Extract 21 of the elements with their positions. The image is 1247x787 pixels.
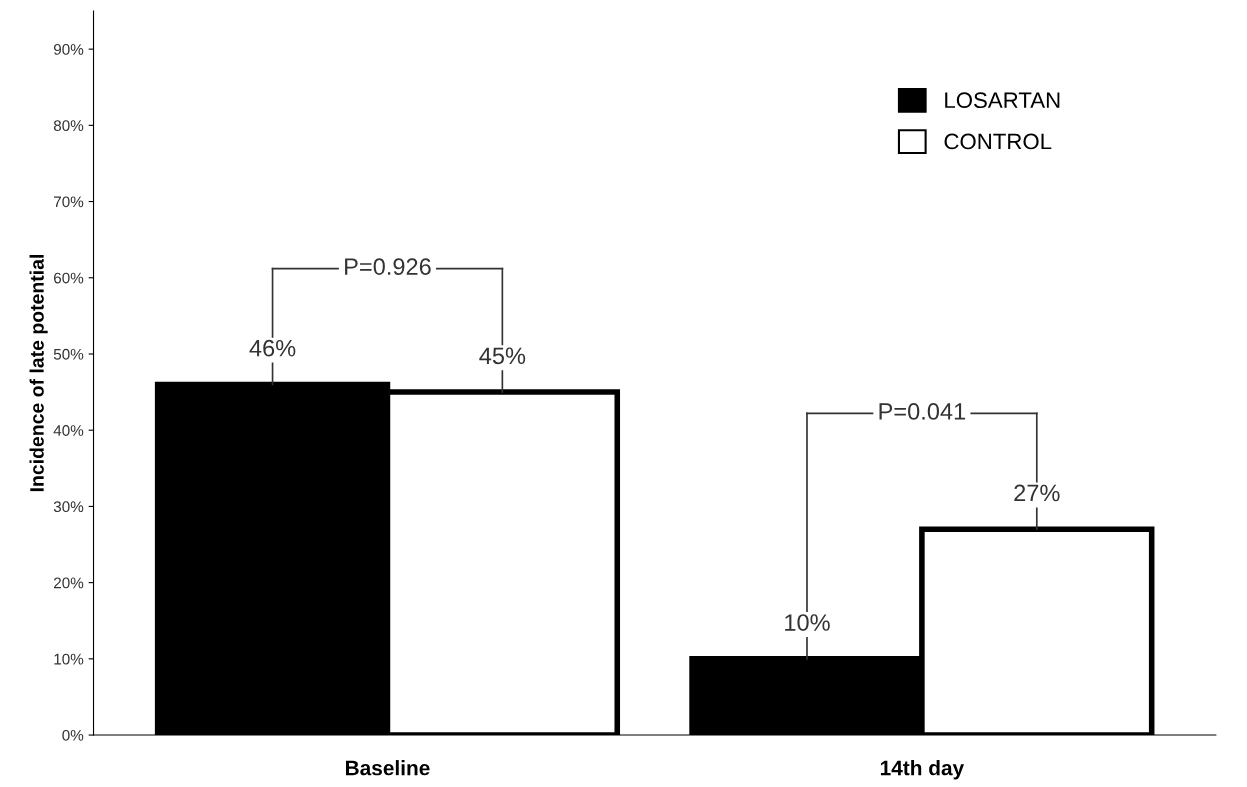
annotation: P=0.926 (345, 258, 431, 275)
data-label: 10% (785, 614, 830, 631)
annotation: P=0.041 (879, 403, 966, 420)
y-tick-label: 80% (53, 120, 84, 132)
legend-label: CONTROL (944, 133, 1052, 150)
data-label: 45% (479, 347, 526, 365)
x-tick-label: 14th day (880, 760, 965, 780)
y-tick-label: 30% (53, 501, 84, 513)
y-tick-label: 10% (54, 653, 84, 665)
y-tick-label: 90% (53, 43, 84, 55)
y-tick-label: 50% (53, 348, 84, 360)
legend-label: LOSARTAN (945, 92, 1060, 109)
data-label: 27% (1014, 484, 1060, 502)
x-tick-label: Baseline (346, 760, 430, 776)
y-tick-label: 60% (54, 272, 84, 284)
y-tick-label: 0% (62, 729, 84, 741)
y-tick-label: 20% (53, 577, 84, 589)
y-axis-title: Incidence of late potential (29, 255, 48, 492)
y-tick-label: 40% (53, 425, 84, 436)
data-label: 46% (249, 339, 296, 357)
y-tick-label: 70% (54, 196, 84, 208)
